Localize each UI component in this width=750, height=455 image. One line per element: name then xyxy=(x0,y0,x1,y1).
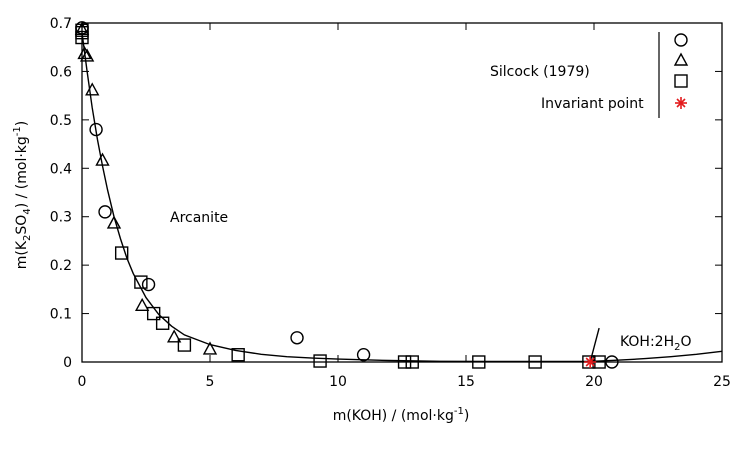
data-point-square xyxy=(75,30,89,45)
data-point-circle xyxy=(605,355,619,369)
y-tick-label: 0 xyxy=(63,355,72,371)
x-axis-label: m(KOH) / (mol·kg-1) xyxy=(333,406,470,424)
legend-source-label: Silcock (1979) xyxy=(490,64,590,80)
y-tick-label: 0.5 xyxy=(50,113,72,129)
data-point-triangle xyxy=(85,82,100,96)
plot-frame xyxy=(81,22,723,363)
data-point-triangle xyxy=(79,48,95,62)
legend: Silcock (1979) Invariant point xyxy=(490,32,689,118)
x-axis-label-sup: -1 xyxy=(454,406,464,417)
y-axis-label-sub4: 4 xyxy=(22,208,33,214)
legend-invariant-label: Invariant point xyxy=(541,96,644,112)
x-tick-label: 10 xyxy=(329,374,347,390)
y-axis-label-group: m(K2SO4) / (mol·kg-1) xyxy=(12,121,33,269)
data-point-circle xyxy=(356,348,371,362)
y-axis-label-sup: -1 xyxy=(12,126,23,136)
data-point-circle xyxy=(98,205,112,219)
y-tick-label: 0.7 xyxy=(50,16,72,32)
data-point-circle xyxy=(290,331,304,345)
y-tick-label: 0.6 xyxy=(50,64,72,80)
y-tick-label: 0.1 xyxy=(50,307,72,323)
data-point-triangle xyxy=(106,215,122,229)
data-point-square xyxy=(528,355,542,369)
koh-dihydrate-label: KOH:2H2O xyxy=(620,334,692,353)
curve-layer xyxy=(81,32,723,363)
data-point-square xyxy=(313,354,327,368)
legend-circle-marker xyxy=(674,33,688,47)
y-axis-label-sub2: 2 xyxy=(22,235,33,241)
x-tick-label: 15 xyxy=(457,374,475,390)
data-point-square xyxy=(397,355,412,369)
data-point-triangle xyxy=(95,152,110,166)
y-tick-label: 0.3 xyxy=(50,210,72,226)
y-axis-label: m(K2SO4) / (mol·kg-1) xyxy=(12,121,33,269)
data-point-square xyxy=(155,316,170,330)
data-point-square xyxy=(472,355,486,369)
axes-layer: 0 5 10 15 20 25 0 0.1 0.2 0.3 0.4 0.5 0.6 0.7 xyxy=(50,16,731,390)
koh-dihydrate-label-sub: 2 xyxy=(674,342,680,353)
data-point-triangle xyxy=(77,46,92,60)
y-tick-label: 0.4 xyxy=(50,161,72,177)
x-tick-label: 25 xyxy=(713,374,731,390)
data-point-square xyxy=(146,306,161,321)
data-point-square xyxy=(405,355,419,369)
x-tick-label: 5 xyxy=(206,374,215,390)
y-tick-label: 0.2 xyxy=(50,258,72,274)
data-point-square xyxy=(114,246,129,260)
y-axis-label-c: ) / (mol·kg xyxy=(14,136,30,208)
koh-dihydrate-label-tail: O xyxy=(681,334,692,350)
solubility-curve xyxy=(81,32,723,363)
x-tick-label: 20 xyxy=(585,374,603,390)
x-tick-label: 0 xyxy=(78,374,87,390)
legend-square-marker xyxy=(674,74,688,88)
data-point-triangle xyxy=(74,21,90,35)
y-axis-label-b: SO xyxy=(14,215,30,235)
y-axis-label-a: m(K xyxy=(14,240,30,269)
points-layer xyxy=(74,21,619,369)
data-point-square xyxy=(231,348,245,362)
legend-triangle-marker xyxy=(673,52,689,66)
data-point-square xyxy=(134,275,148,289)
data-point-triangle xyxy=(134,297,150,312)
arcanite-label: Arcanite xyxy=(170,210,228,226)
data-point-triangle xyxy=(202,341,218,355)
data-point-triangle xyxy=(166,329,182,343)
data-point-circle xyxy=(89,122,103,137)
legend-star-marker xyxy=(675,97,687,109)
y-axis-label-tail: ) xyxy=(14,121,30,126)
invariant-point-marker xyxy=(584,356,597,368)
koh-dihydrate-label-main: KOH:2H xyxy=(620,334,674,350)
x-axis-label-main: m(KOH) / (mol·kg xyxy=(333,408,454,424)
data-point-square xyxy=(177,338,192,352)
data-point-circle xyxy=(141,277,156,292)
x-axis-label-tail: ) xyxy=(464,408,469,424)
